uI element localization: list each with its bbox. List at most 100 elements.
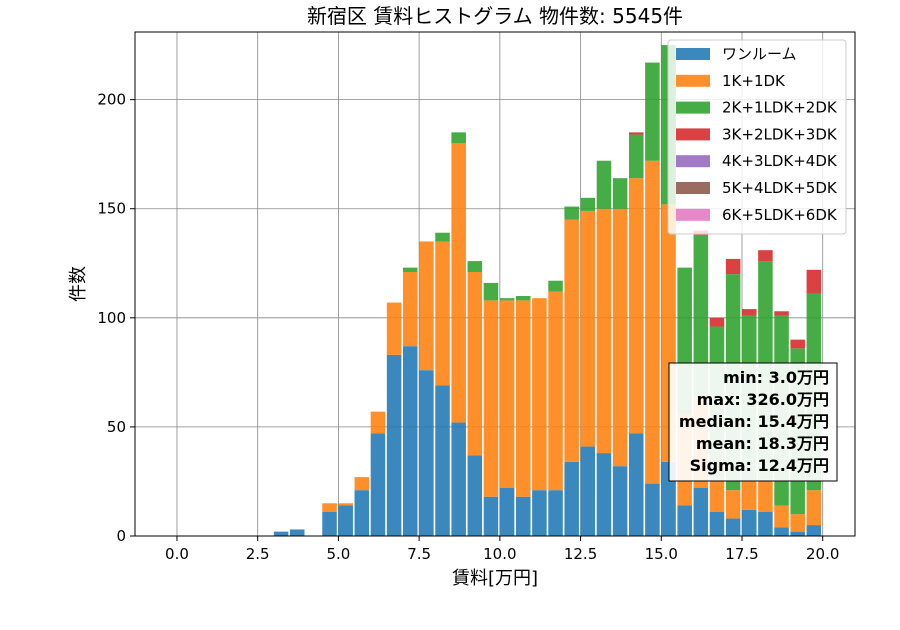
- bar-segment: [709, 512, 725, 536]
- bar-segment: [741, 481, 757, 510]
- x-tick-label: 0.0: [165, 545, 189, 563]
- bar-segment: [548, 291, 563, 491]
- bar-segment: [628, 132, 644, 135]
- bar-segment: [515, 496, 531, 536]
- bar-segment: [451, 143, 466, 423]
- bar-segment: [758, 250, 773, 262]
- bar-segment: [419, 241, 434, 371]
- legend-swatch: [676, 155, 710, 168]
- bar-segment: [467, 455, 483, 536]
- bar-segment: [677, 505, 692, 536]
- bar-segment: [515, 300, 531, 497]
- bar-segment: [596, 208, 612, 454]
- bar-segment: [790, 531, 805, 536]
- bar-segment: [612, 208, 628, 467]
- bar-segment: [451, 132, 466, 144]
- bar-segment: [725, 518, 741, 536]
- bar-segment: [354, 490, 370, 536]
- plot-frame: [134, 31, 856, 537]
- stats-frame: [668, 362, 838, 482]
- legend-label: 1K+1DK: [722, 72, 786, 90]
- bar-segment: [725, 258, 741, 275]
- legend-label: 2K+1LDK+2DK: [722, 99, 838, 117]
- bar-segment: [467, 261, 483, 272]
- bar-segment: [532, 298, 547, 491]
- bar-segment: [467, 272, 483, 456]
- x-tick-label: 7.5: [407, 545, 431, 563]
- bar-segment: [580, 197, 596, 211]
- bar-segment: [580, 446, 596, 536]
- bar-segment: [532, 490, 547, 536]
- bar-segment: [806, 525, 822, 536]
- bar-segment: [499, 300, 515, 488]
- bar-segment: [693, 234, 709, 397]
- bar-segment: [548, 490, 563, 536]
- y-tick-label: 0: [116, 527, 126, 545]
- bar-segment: [774, 311, 789, 316]
- bar-segment: [709, 317, 725, 327]
- bar-segment: [628, 134, 644, 179]
- bar-segment: [370, 411, 386, 434]
- legend-swatch: [676, 128, 710, 141]
- bar-segment: [338, 505, 353, 536]
- x-tick-label: 17.5: [725, 545, 758, 563]
- bar-segment: [709, 479, 725, 512]
- bar-segment: [386, 354, 402, 536]
- x-tick-label: 15.0: [645, 545, 678, 563]
- y-tick-label: 100: [97, 309, 126, 327]
- bar-segment: [693, 488, 709, 536]
- legend-swatch: [676, 101, 710, 114]
- bar-segment: [499, 298, 515, 301]
- x-tick-label: 12.5: [564, 545, 597, 563]
- bar-segment: [758, 512, 773, 536]
- bar-segment: [386, 302, 402, 355]
- bar-segment: [435, 241, 450, 386]
- bar-segment: [564, 219, 579, 462]
- bar-segment: [483, 496, 499, 536]
- bar-segment: [322, 503, 337, 512]
- legend-label: 5K+4LDK+5DK: [722, 179, 838, 197]
- legend-frame: [667, 39, 847, 235]
- x-tick-label: 10.0: [483, 545, 516, 563]
- legend-swatch: [676, 48, 710, 60]
- bar-segment: [273, 531, 289, 536]
- legend-swatch: [676, 208, 710, 221]
- bar-segment: [806, 269, 822, 294]
- bar-segment: [628, 433, 644, 536]
- y-tick-label: 200: [97, 91, 126, 109]
- legend-label: 6K+5LDK+6DK: [722, 206, 838, 224]
- y-tick-label: 50: [107, 418, 126, 436]
- bar-segment: [645, 483, 660, 536]
- bar-segment: [596, 453, 612, 536]
- x-axis-label: 賃料[万円]: [452, 568, 538, 589]
- y-tick-label: 150: [97, 200, 126, 218]
- bar-segment: [564, 461, 579, 536]
- bar-segment: [741, 309, 757, 316]
- bar-segment: [725, 490, 741, 519]
- bar-segment: [612, 466, 628, 536]
- bar-segment: [645, 160, 660, 484]
- bar-segment: [806, 490, 822, 526]
- stats-box: min: 3.0万円 max: 326.0万円 median: 15.4万円 mean…: [668, 362, 838, 482]
- bar-segment: [435, 385, 450, 536]
- bar-segment: [548, 280, 563, 292]
- bar-segment: [354, 477, 370, 491]
- stats-line: max: 326.0万円: [697, 390, 829, 409]
- legend-swatch: [676, 74, 710, 87]
- stats-line: median: 15.4万円: [679, 412, 829, 431]
- bar-segment: [322, 512, 337, 536]
- bar-segment: [402, 267, 418, 272]
- bar-segment: [741, 509, 757, 536]
- bar-segment: [515, 296, 531, 301]
- bar-segment: [370, 433, 386, 536]
- bar-segment: [338, 503, 353, 506]
- legend-label: 4K+3LDK+4DK: [722, 152, 838, 170]
- bar-segment: [645, 62, 660, 161]
- legend-swatch: [676, 182, 710, 194]
- legend: ワンルーム 1K+1DK 2K+1LDK+2DK 3K+2LDK+3DK 4K+3LDK…: [667, 39, 847, 235]
- stats-line: Sigma: 12.4万円: [690, 456, 829, 475]
- chart-title: 新宿区 賃料ヒストグラム 物件数: 5545件: [307, 4, 683, 28]
- y-axis-label: 件数: [68, 266, 89, 302]
- bar-segment: [435, 232, 450, 242]
